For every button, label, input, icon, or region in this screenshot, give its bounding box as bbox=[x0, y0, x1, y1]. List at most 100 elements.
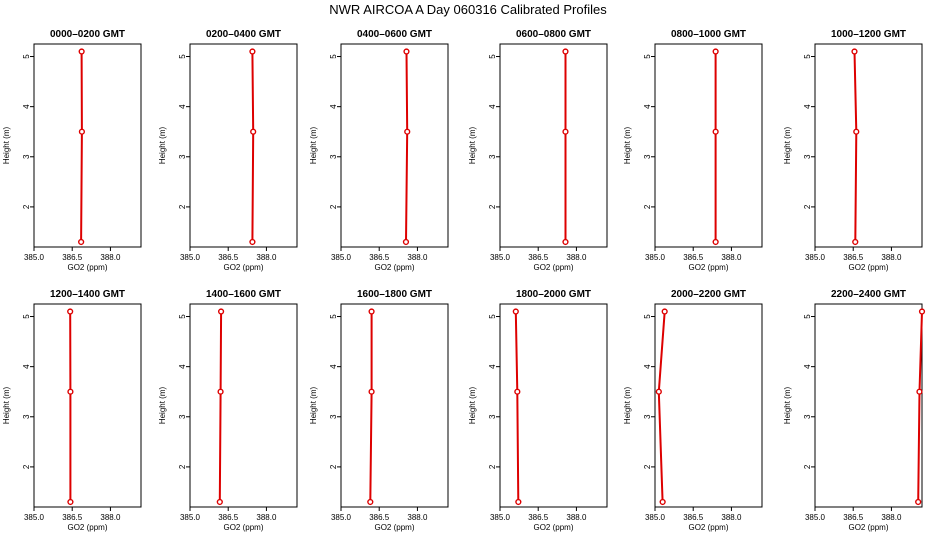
data-point bbox=[852, 238, 859, 246]
panel-1: 0000–0200 GMT 385.0 386.5 388.0 2 3 4 5 GO2 (ppm… bbox=[2, 29, 142, 272]
panel-title: 2200–2400 GMT bbox=[831, 289, 906, 300]
plot-frame bbox=[499, 303, 608, 508]
y-axis-label: Height (m) bbox=[623, 126, 632, 164]
plot-frame bbox=[654, 303, 763, 508]
x-axis-label: GO2 (ppm) bbox=[848, 263, 888, 272]
data-point bbox=[67, 308, 74, 315]
panel-6: 1000–1200 GMT 385.0 386.5 388.0 2 3 4 5 GO2 (ppm… bbox=[783, 29, 923, 272]
x-axis-label: GO2 (ppm) bbox=[223, 523, 263, 532]
data-point bbox=[562, 238, 569, 246]
plot-frame bbox=[654, 43, 763, 248]
y-axis-label: Height (m) bbox=[783, 386, 792, 424]
panel-title: 2000–2200 GMT bbox=[671, 289, 746, 300]
plot-frame bbox=[189, 43, 298, 248]
data-point bbox=[515, 498, 522, 506]
data-point bbox=[67, 388, 74, 395]
profile-line bbox=[369, 311, 373, 503]
data-point bbox=[655, 388, 662, 395]
panel-title: 1000–1200 GMT bbox=[831, 29, 906, 40]
x-tick-label: 385.0 bbox=[645, 513, 666, 522]
y-tick-label: 3 bbox=[643, 154, 652, 159]
x-tick-label: 385.0 bbox=[805, 513, 826, 522]
y-tick-label: 4 bbox=[329, 104, 338, 109]
y-axis-label: Height (m) bbox=[158, 386, 167, 424]
panel-8: 1400–1600 GMT 385.0 386.5 388.0 2 3 4 5 GO2 (ppm… bbox=[158, 289, 298, 532]
y-tick-label: 3 bbox=[22, 154, 31, 159]
profile-line bbox=[251, 51, 255, 243]
data-point bbox=[78, 128, 85, 135]
data-point bbox=[216, 498, 223, 506]
x-tick-label: 388.0 bbox=[407, 253, 428, 262]
profile-line bbox=[657, 311, 666, 503]
x-tick-label: 388.0 bbox=[881, 253, 902, 262]
data-point bbox=[562, 48, 569, 55]
panel-title: 1800–2000 GMT bbox=[516, 289, 591, 300]
x-tick-label: 386.5 bbox=[369, 253, 390, 262]
y-axis-label: Height (m) bbox=[2, 126, 11, 164]
y-tick-label: 2 bbox=[22, 204, 31, 209]
data-point bbox=[851, 48, 858, 55]
data-point bbox=[712, 128, 719, 135]
data-point bbox=[78, 238, 85, 246]
y-tick-label: 3 bbox=[22, 414, 31, 419]
profile-line bbox=[917, 311, 923, 503]
x-axis-label: GO2 (ppm) bbox=[67, 523, 107, 532]
plot-frame bbox=[340, 43, 449, 248]
y-tick-label: 3 bbox=[803, 414, 812, 419]
x-axis-label: GO2 (ppm) bbox=[374, 523, 414, 532]
y-tick-label: 5 bbox=[488, 54, 497, 59]
x-axis-label: GO2 (ppm) bbox=[533, 263, 573, 272]
panel-title: 1400–1600 GMT bbox=[206, 289, 281, 300]
plot-frame bbox=[499, 43, 608, 248]
y-tick-label: 3 bbox=[329, 414, 338, 419]
y-tick-label: 4 bbox=[178, 104, 187, 109]
data-point bbox=[67, 498, 74, 506]
x-axis-label: GO2 (ppm) bbox=[67, 263, 107, 272]
y-tick-label: 4 bbox=[803, 364, 812, 369]
y-tick-label: 3 bbox=[329, 154, 338, 159]
y-tick-label: 4 bbox=[803, 104, 812, 109]
x-tick-label: 388.0 bbox=[256, 513, 277, 522]
y-tick-label: 5 bbox=[643, 314, 652, 319]
profile-line bbox=[853, 51, 858, 243]
data-point bbox=[403, 48, 410, 55]
panel-title: 0000–0200 GMT bbox=[50, 29, 125, 40]
data-point bbox=[659, 498, 666, 506]
y-axis-label: Height (m) bbox=[2, 386, 11, 424]
x-tick-label: 385.0 bbox=[331, 513, 352, 522]
plot-frame bbox=[814, 43, 923, 248]
x-tick-label: 388.0 bbox=[256, 253, 277, 262]
y-axis-label: Height (m) bbox=[309, 126, 318, 164]
figure-title: NWR AIRCOA A Day 060316 Calibrated Profi… bbox=[329, 2, 607, 17]
panel-3: 0400–0600 GMT 385.0 386.5 388.0 2 3 4 5 GO2 (ppm… bbox=[309, 29, 449, 272]
x-tick-label: 388.0 bbox=[407, 513, 428, 522]
panel-2: 0200–0400 GMT 385.0 386.5 388.0 2 3 4 5 GO2 (ppm… bbox=[158, 29, 298, 272]
plot-frame bbox=[814, 303, 923, 508]
y-tick-label: 4 bbox=[329, 364, 338, 369]
x-tick-label: 385.0 bbox=[331, 253, 352, 262]
data-point bbox=[402, 238, 410, 246]
data-point bbox=[78, 48, 85, 55]
y-tick-label: 5 bbox=[22, 54, 31, 59]
data-point bbox=[367, 498, 374, 506]
y-tick-label: 4 bbox=[178, 364, 187, 369]
y-axis-label: Height (m) bbox=[158, 126, 167, 164]
data-point bbox=[712, 238, 719, 246]
y-tick-label: 4 bbox=[488, 364, 497, 369]
x-tick-label: 385.0 bbox=[490, 253, 511, 262]
data-point bbox=[250, 128, 257, 135]
y-tick-label: 2 bbox=[178, 464, 187, 469]
data-point bbox=[249, 48, 256, 55]
y-tick-label: 2 bbox=[488, 204, 497, 209]
y-axis-label: Height (m) bbox=[623, 386, 632, 424]
x-tick-label: 388.0 bbox=[100, 253, 121, 262]
x-tick-label: 385.0 bbox=[180, 513, 201, 522]
x-tick-label: 385.0 bbox=[645, 253, 666, 262]
data-point bbox=[562, 128, 569, 135]
x-tick-label: 388.0 bbox=[566, 513, 587, 522]
y-tick-label: 3 bbox=[803, 154, 812, 159]
x-tick-label: 388.0 bbox=[721, 253, 742, 262]
panel-10: 1800–2000 GMT 385.0 386.5 388.0 2 3 4 5 GO2 (ppm… bbox=[468, 289, 608, 532]
y-axis-label: Height (m) bbox=[309, 386, 318, 424]
panel-7: 1200–1400 GMT 385.0 386.5 388.0 2 3 4 5 GO2 (ppm… bbox=[2, 289, 142, 532]
